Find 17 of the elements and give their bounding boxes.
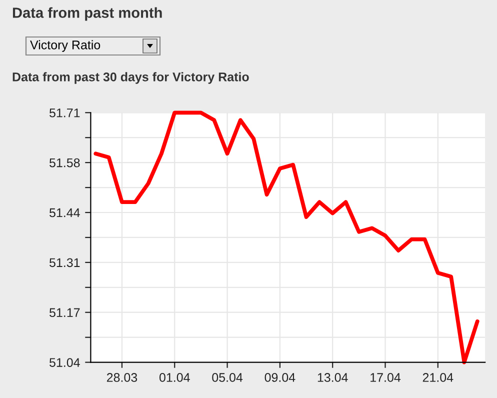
text: Victory Ratio (30, 40, 100, 52)
x-tick-label: 28.03 (106, 373, 138, 382)
y-tick-label: 51.71 (50, 108, 80, 118)
y-tick-label: 51.04 (50, 358, 80, 367)
chart-title: Data from past month (12, 7, 162, 21)
x-tick-label: 13.04 (318, 373, 348, 382)
y-tick-label: 51.31 (50, 258, 80, 268)
x-tick-label: 21.04 (422, 373, 454, 382)
y-tick-label: 51.44 (50, 208, 80, 218)
y-tick-label: 51.58 (50, 158, 80, 168)
y-tick-label: 51.17 (50, 308, 80, 318)
x-tick-label: 05.04 (212, 373, 243, 382)
chart-subtitle: Data from past 30 days for Victory Ratio (12, 72, 249, 84)
x-tick-label: 01.04 (159, 373, 190, 382)
x-tick-label: 17.04 (370, 373, 401, 382)
x-tick-label: 09.04 (264, 373, 296, 382)
line-series (94, 110, 480, 364)
